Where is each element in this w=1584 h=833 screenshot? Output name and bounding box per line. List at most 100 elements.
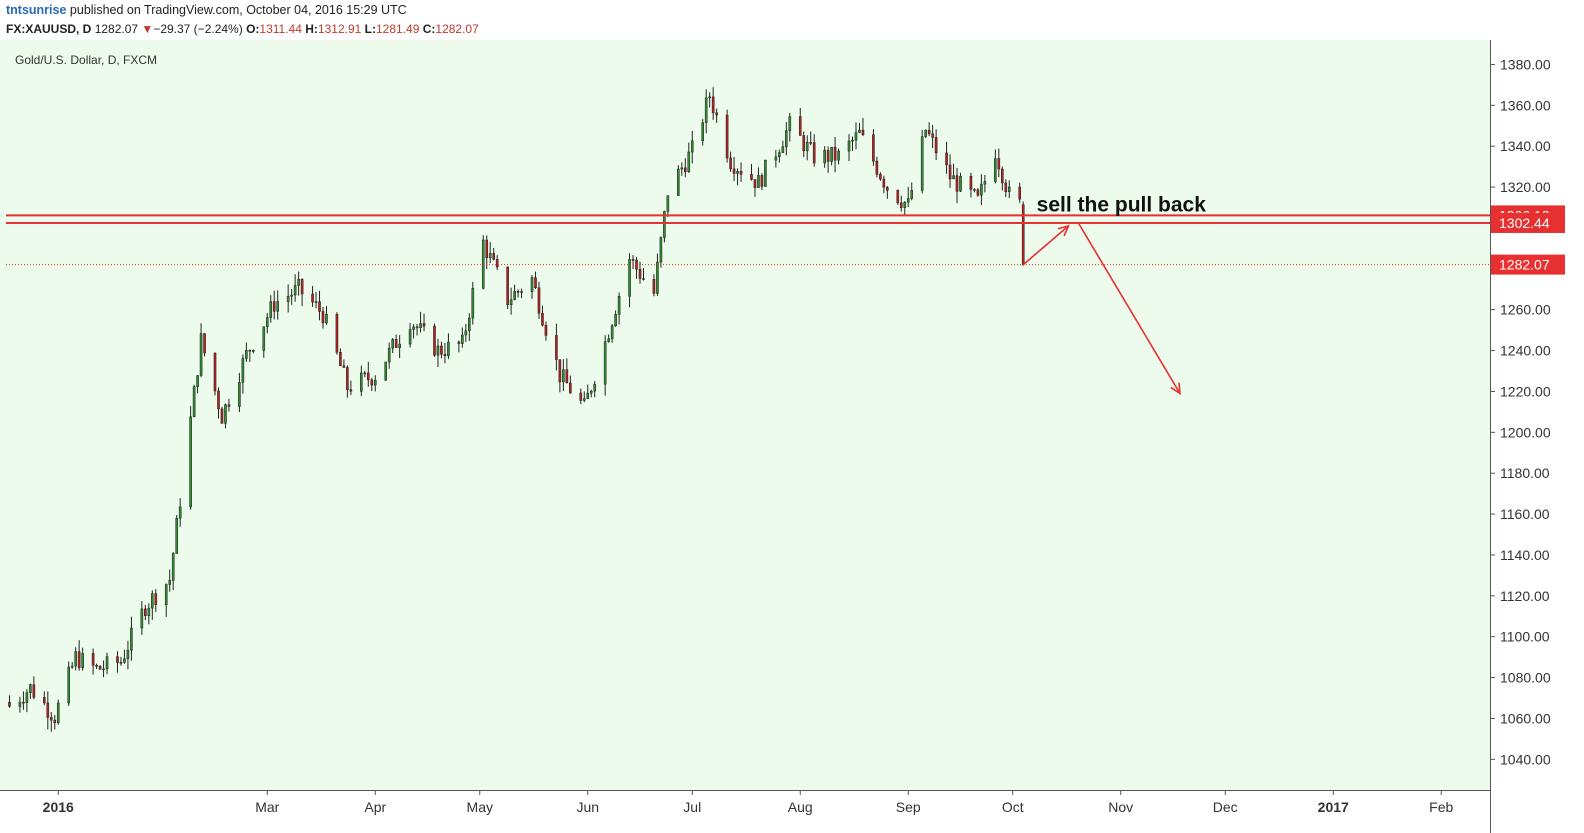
price-axis[interactable] [1490, 40, 1584, 833]
candle-body [809, 142, 812, 144]
y-tick-label: 1180.00 [1500, 465, 1550, 481]
candle-body [994, 158, 997, 182]
candle [46, 691, 50, 730]
levels-layer [6, 214, 1490, 266]
candle-body [509, 299, 513, 305]
candle-body [586, 392, 590, 399]
plot-area[interactable] [0, 40, 1490, 790]
price-label-box [1491, 254, 1565, 275]
candle-body [701, 122, 705, 142]
candle-body [715, 112, 718, 116]
candle-body [948, 164, 952, 180]
x-tick-label: Sep [896, 799, 921, 815]
candle [248, 349, 252, 362]
y-tick-label: 1200.00 [1500, 424, 1551, 440]
candle-body [798, 116, 802, 136]
candle [290, 288, 293, 305]
candle-body [349, 389, 353, 392]
x-tick-label: Jun [576, 799, 599, 815]
candle-body [534, 277, 537, 289]
candle [98, 665, 102, 670]
candle [32, 676, 36, 700]
candle-body [339, 351, 342, 367]
candle [154, 589, 158, 612]
candle [684, 158, 687, 178]
candle-body [29, 684, 32, 693]
candle [25, 689, 29, 713]
candle-body [690, 140, 694, 153]
candle-body [906, 198, 910, 203]
candle [729, 151, 732, 172]
candle-body [203, 333, 206, 354]
candle [969, 172, 973, 198]
candle-body [541, 313, 544, 326]
candle-body [325, 314, 328, 324]
candle [924, 129, 927, 139]
candle [373, 375, 377, 392]
candle [252, 349, 255, 354]
candle [335, 312, 339, 355]
candle [321, 306, 325, 329]
candle [276, 290, 280, 320]
publisher-name[interactable]: tntsunrise [6, 3, 67, 17]
candle [826, 146, 830, 173]
x-tick-label: Apr [364, 799, 386, 815]
candle-body [46, 702, 50, 718]
candle [677, 165, 680, 196]
candle-body [736, 171, 739, 174]
low-label: L: [364, 22, 376, 36]
candle-body [520, 291, 523, 293]
candle [541, 305, 544, 327]
candle [199, 323, 203, 378]
candle [495, 255, 499, 271]
candle [805, 135, 809, 161]
chart-title: Gold/U.S. Dollar, D, FXCM [15, 53, 157, 67]
candle [217, 387, 220, 419]
candle-body [875, 160, 879, 175]
candle [265, 312, 269, 334]
candle [659, 236, 663, 268]
candle-body [224, 404, 227, 424]
candle [168, 569, 172, 592]
candle [77, 640, 81, 671]
candle-body [436, 345, 440, 356]
candle-body [140, 608, 144, 629]
candle-body [537, 287, 541, 314]
open-value: 1311.44 [259, 22, 302, 36]
candle-body [656, 261, 659, 294]
candle [22, 691, 25, 710]
candle-body [213, 352, 217, 392]
candle [603, 335, 607, 396]
candle-body [74, 651, 77, 667]
y-tick-label: 1260.00 [1500, 302, 1551, 318]
candle-body [955, 175, 959, 192]
candle [976, 188, 980, 197]
x-tick-label: 2017 [1318, 799, 1349, 815]
candle-body [116, 656, 119, 663]
candle [238, 372, 241, 412]
candle-body [415, 326, 419, 329]
x-tick-label: Oct [1002, 799, 1024, 815]
candle-body [833, 146, 837, 161]
candle [785, 122, 788, 156]
candle [126, 640, 130, 670]
candle-body [934, 137, 938, 154]
candle-body [419, 323, 422, 328]
candle-body [70, 665, 74, 668]
candle-body [753, 179, 757, 188]
x-tick-label: Mar [255, 799, 279, 815]
candle [95, 663, 98, 670]
candle [412, 324, 415, 339]
y-tick-label: 1160.00 [1500, 506, 1550, 522]
candle-body [764, 159, 767, 187]
candle [788, 112, 792, 142]
time-axis[interactable] [0, 790, 1490, 833]
candle-body [412, 326, 415, 330]
candle-body [924, 129, 927, 137]
candle-body [739, 171, 743, 175]
y-tick-label: 1060.00 [1500, 710, 1551, 726]
candle [872, 129, 875, 166]
price-chart[interactable]: 1040.00 1060.00 1080.00 1100.00 1120.00 1140.… [0, 40, 1584, 833]
arrows-layer [1022, 223, 1181, 396]
candle-body [920, 136, 924, 191]
